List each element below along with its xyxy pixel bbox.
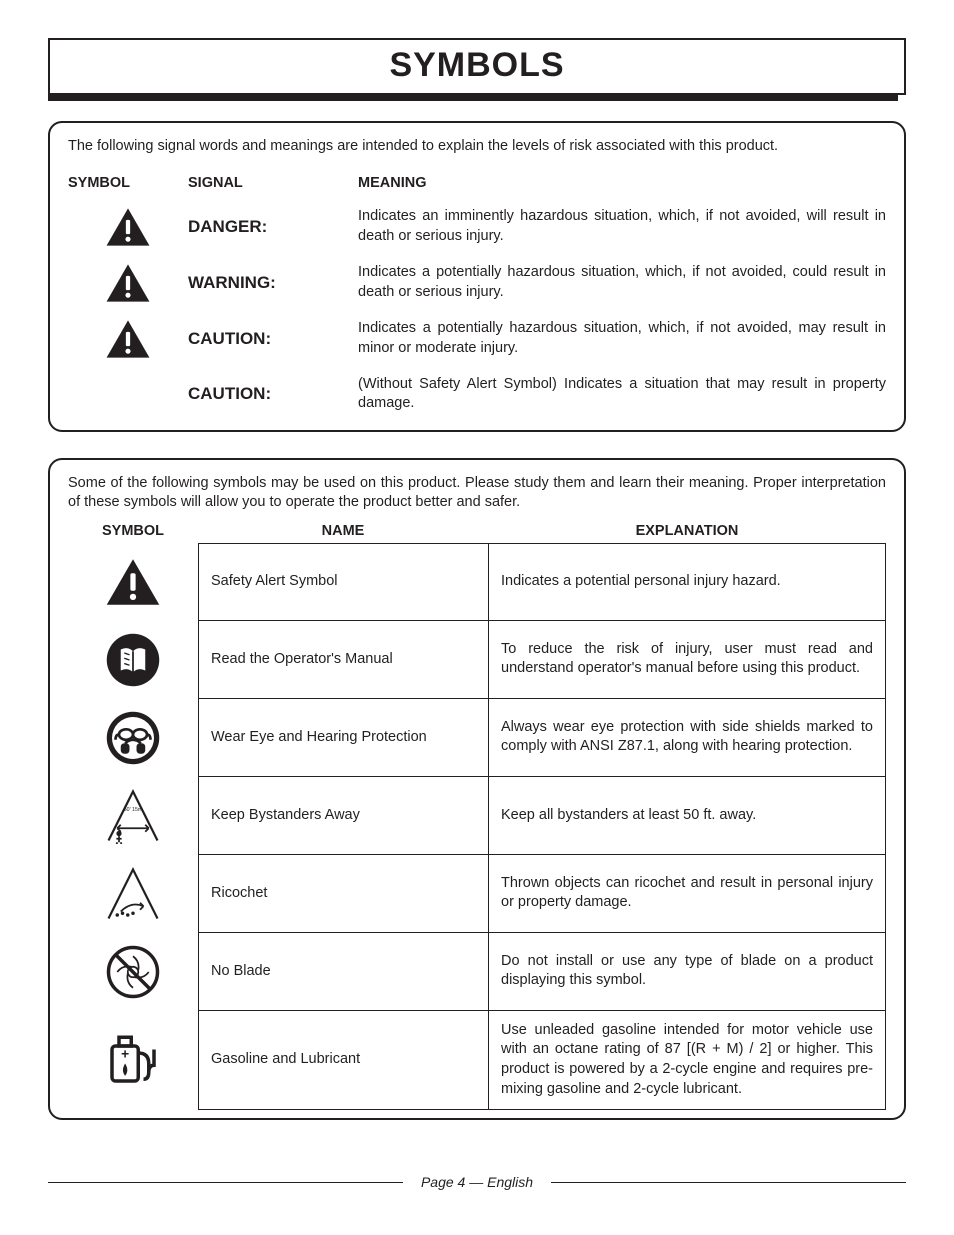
symbol-explanation: Use unleaded gasoline intended for motor…: [488, 1011, 886, 1110]
symbol-row: Read the Operator's ManualTo reduce the …: [68, 621, 886, 699]
symbol-row: No BladeDo not install or use any type o…: [68, 933, 886, 1011]
signal-meaning: Indicates a potentially hazardous situat…: [358, 319, 886, 358]
signal-row: DANGER:Indicates an imminently hazardous…: [68, 199, 886, 255]
bystander-icon: 50' 15m: [68, 777, 198, 855]
alert-icon: [68, 543, 198, 621]
symbols-header-row: SYMBOL NAME EXPLANATION: [68, 523, 886, 539]
signal-words-box: The following signal words and meanings …: [48, 121, 906, 432]
signal-row: CAUTION:(Without Safety Alert Symbol) In…: [68, 367, 886, 422]
eyeear-icon: [68, 699, 198, 777]
symbol-explanation: Do not install or use any type of blade …: [488, 933, 886, 1011]
symbol-explanation: To reduce the risk of injury, user must …: [488, 621, 886, 699]
page-title: SYMBOLS: [50, 40, 904, 93]
symbol-name: No Blade: [198, 933, 488, 1011]
ricochet-icon: [68, 855, 198, 933]
footer-rule-right: [551, 1182, 906, 1183]
signal-meaning: (Without Safety Alert Symbol) Indicates …: [358, 375, 886, 414]
symbol-explanation: Thrown objects can ricochet and result i…: [488, 855, 886, 933]
safety-alert-icon: [68, 319, 188, 359]
page-title-frame: SYMBOLS: [48, 38, 906, 95]
fuel-icon: +: [68, 1011, 198, 1110]
symbol-explanation: Indicates a potential personal injury ha…: [488, 543, 886, 621]
symbol-name: Read the Operator's Manual: [198, 621, 488, 699]
symbols-header-symbol: SYMBOL: [68, 523, 198, 539]
symbols-intro: Some of the following symbols may be use…: [68, 474, 886, 513]
signal-word: DANGER:: [188, 217, 358, 237]
symbols-header-explanation: EXPLANATION: [488, 523, 886, 539]
signal-intro: The following signal words and meanings …: [68, 137, 886, 157]
signal-word: WARNING:: [188, 273, 358, 293]
symbol-name: Wear Eye and Hearing Protection: [198, 699, 488, 777]
signal-header-row: SYMBOL SIGNAL MEANING: [68, 167, 886, 199]
footer-rule-left: [48, 1182, 403, 1183]
signal-meaning: Indicates an imminently hazardous situat…: [358, 207, 886, 246]
symbol-row: + Gasoline and LubricantUse unleaded gaso…: [68, 1011, 886, 1110]
symbols-box: Some of the following symbols may be use…: [48, 458, 906, 1120]
safety-alert-icon: [68, 207, 188, 247]
signal-row: WARNING:Indicates a potentially hazardou…: [68, 255, 886, 311]
symbol-name: Keep Bystanders Away: [198, 777, 488, 855]
signal-word: CAUTION:: [188, 329, 358, 349]
symbols-header-name: NAME: [198, 523, 488, 539]
symbol-explanation: Keep all bystanders at least 50 ft. away…: [488, 777, 886, 855]
signal-header-signal: SIGNAL: [188, 175, 358, 191]
symbol-row: RicochetThrown objects can ricochet and …: [68, 855, 886, 933]
signal-header-symbol: SYMBOL: [68, 175, 188, 191]
symbol-name: Ricochet: [198, 855, 488, 933]
signal-meaning: Indicates a potentially hazardous situat…: [358, 263, 886, 302]
noblade-icon: [68, 933, 198, 1011]
signal-header-meaning: MEANING: [358, 175, 886, 191]
svg-text:+: +: [121, 1046, 129, 1062]
page-footer: Page 4 — English: [48, 1174, 906, 1190]
symbol-name: Gasoline and Lubricant: [198, 1011, 488, 1110]
symbol-row: Wear Eye and Hearing ProtectionAlways we…: [68, 699, 886, 777]
symbol-name: Safety Alert Symbol: [198, 543, 488, 621]
symbol-row: Safety Alert SymbolIndicates a potential…: [68, 543, 886, 621]
signal-word: CAUTION:: [188, 384, 358, 404]
safety-alert-icon: [68, 263, 188, 303]
signal-row: CAUTION:Indicates a potentially hazardou…: [68, 311, 886, 367]
symbol-explanation: Always wear eye protection with side shi…: [488, 699, 886, 777]
footer-text: Page 4 — English: [421, 1174, 533, 1190]
manual-icon: [68, 621, 198, 699]
svg-text:50' 15m: 50' 15m: [124, 807, 143, 813]
symbol-row: 50' 15m Keep Bystanders AwayKeep all byst…: [68, 777, 886, 855]
